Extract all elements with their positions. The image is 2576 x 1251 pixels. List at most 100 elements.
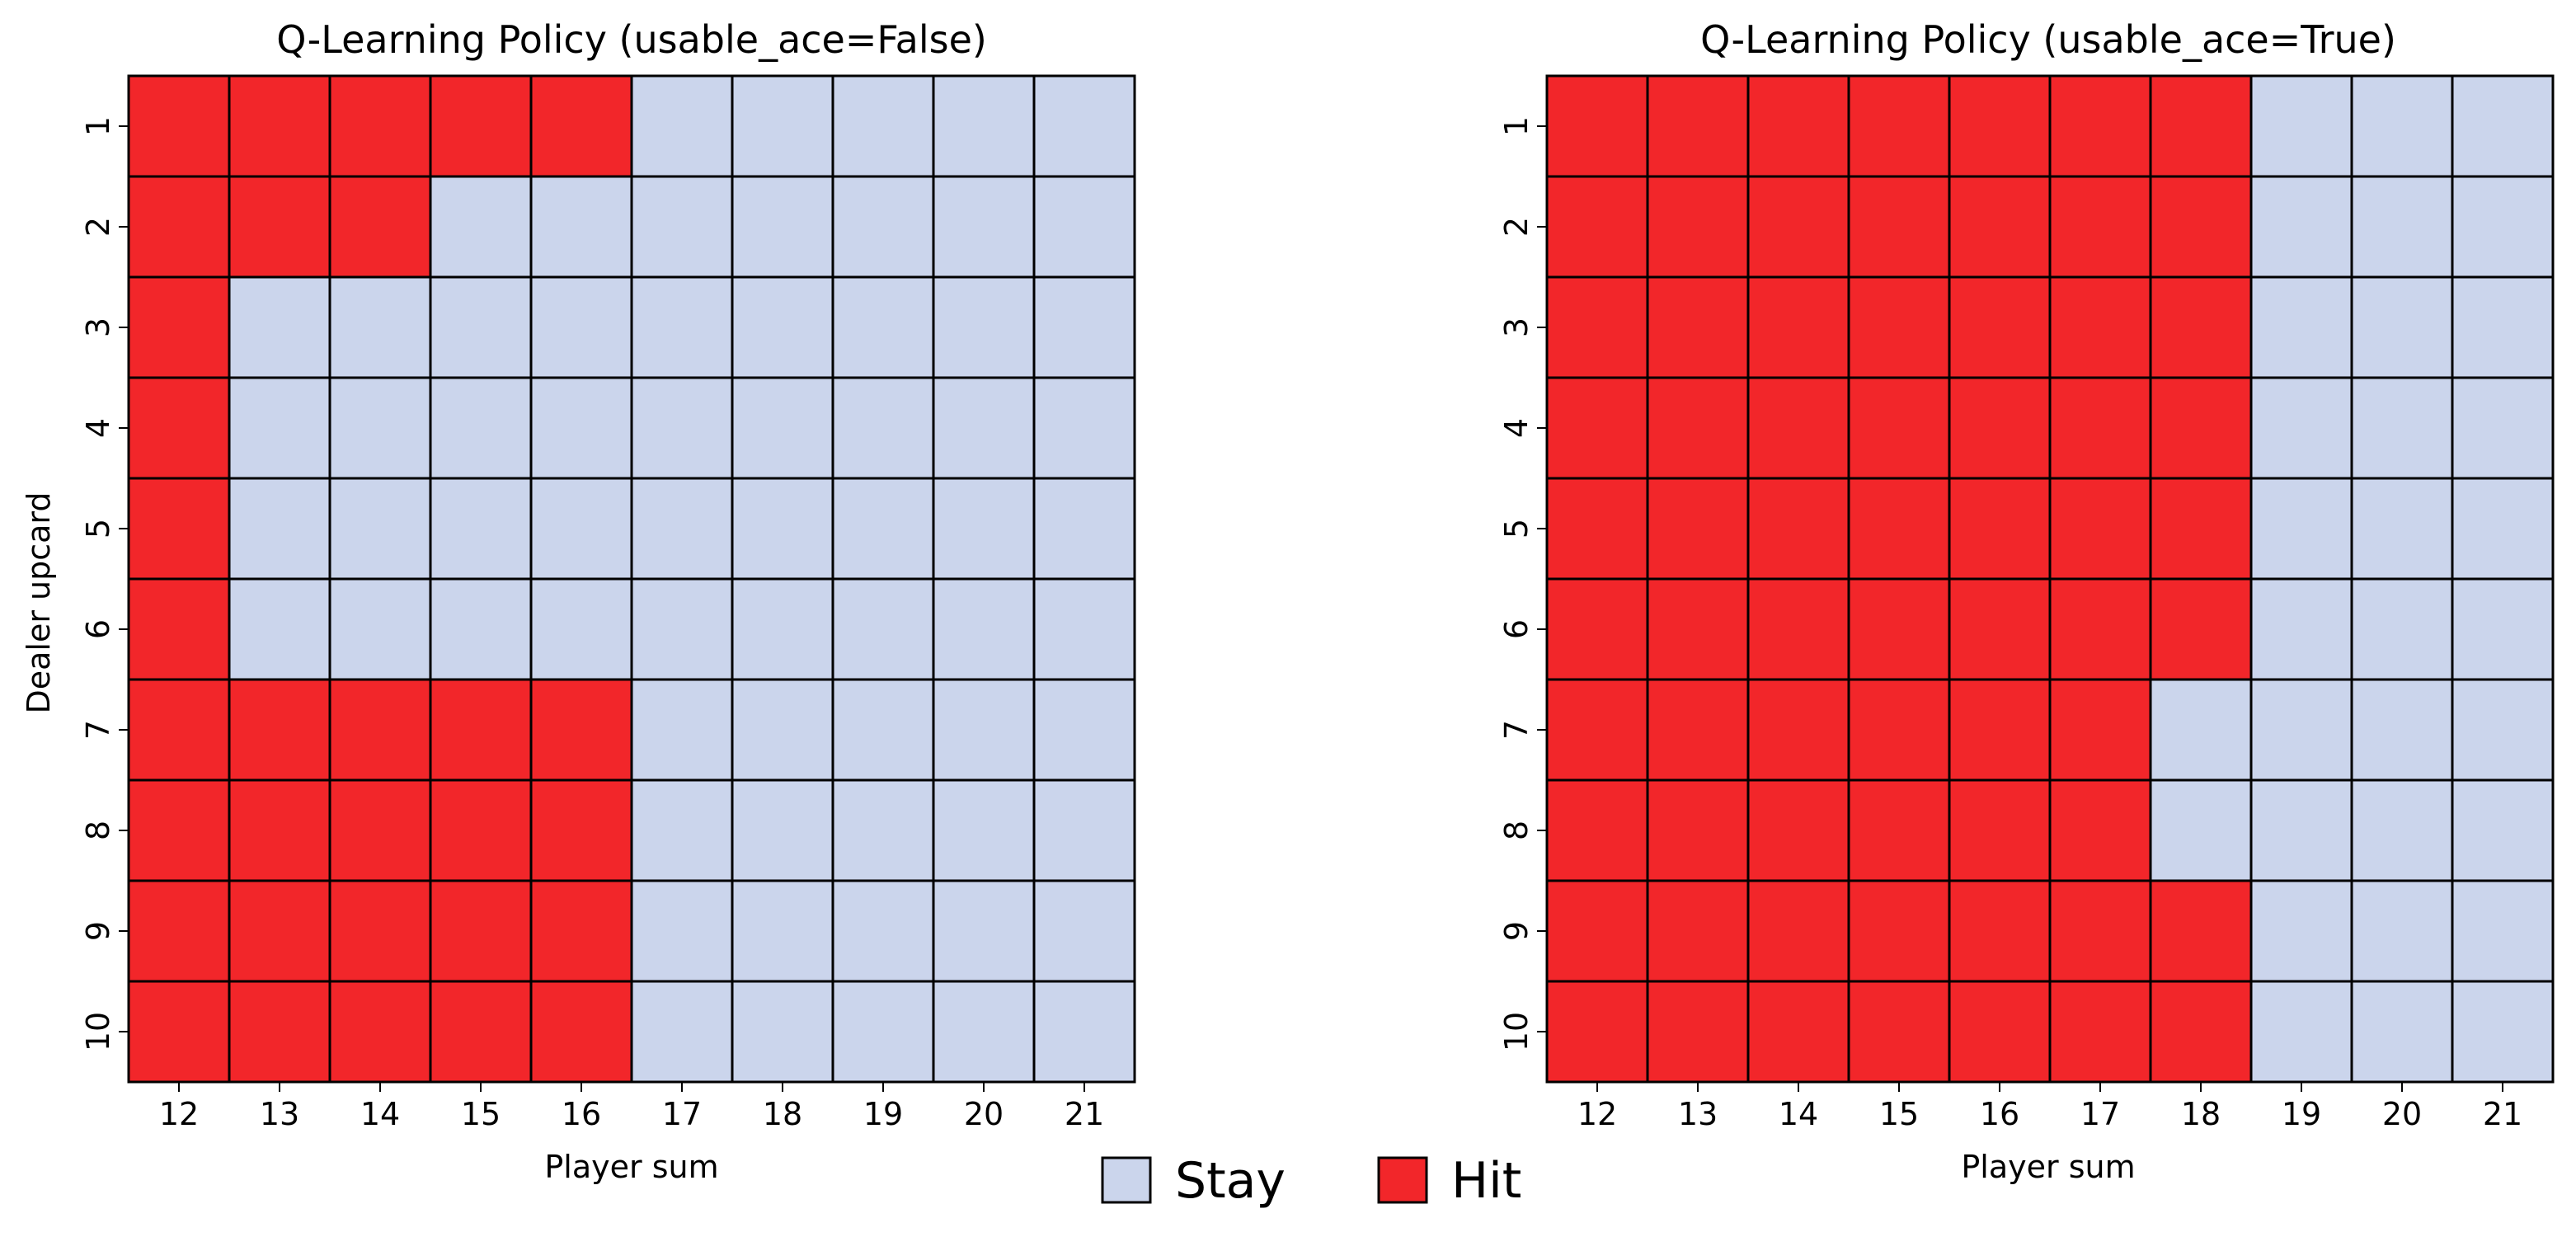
heatmap-cell-stay	[2350, 74, 2454, 178]
heatmap-cell-stay	[2249, 778, 2353, 882]
heatmap-cell-stay	[1032, 275, 1136, 379]
x-tick-label: 16	[562, 1096, 601, 1132]
heatmap-cell-stay	[1032, 477, 1136, 581]
heatmap-cell-hit	[127, 477, 231, 581]
panel-title: Q-Learning Policy (usable_ace=True)	[1700, 17, 2396, 62]
heatmap-cell-hit	[1746, 74, 1850, 178]
heatmap-cell-stay	[2350, 477, 2454, 581]
x-tick-label: 18	[2181, 1096, 2221, 1132]
heatmap-cell-hit	[1545, 980, 1649, 1084]
heatmap-cell-hit	[2149, 175, 2253, 279]
policy-heatmap-usable-ace: Q-Learning Policy (usable_ace=True) 12 13…	[1498, 17, 2555, 1185]
heatmap-cell-hit	[429, 879, 533, 983]
heatmap-cell-stay	[831, 577, 935, 681]
heatmap-cell-stay	[2350, 376, 2454, 480]
heatmap-cell-stay	[2249, 376, 2353, 480]
heatmap-cell-stay	[1032, 879, 1136, 983]
heatmap-cell-hit	[1646, 778, 1750, 882]
policy-heatmap-no-usable-ace: Q-Learning Policy (usable_ace=False) 12 1…	[21, 17, 1136, 1185]
heatmap-cell-hit	[228, 879, 331, 983]
heatmap-cell-hit	[1847, 477, 1951, 581]
legend: Stay Hit	[1101, 1152, 1521, 1210]
heatmap-cell-hit	[1646, 879, 1750, 983]
heatmap-cell-stay	[228, 577, 331, 681]
heatmap-cell-hit	[2149, 577, 2253, 681]
heatmap-cell-hit	[2048, 778, 2152, 882]
y-tick-label: 3	[1498, 317, 1535, 337]
x-tick-label: 18	[763, 1096, 802, 1132]
heatmap-cell-hit	[1948, 74, 2052, 178]
x-tick-label: 20	[2382, 1096, 2422, 1132]
y-tick-label: 2	[1498, 217, 1535, 237]
heatmap-cell-hit	[1545, 778, 1649, 882]
heatmap-cell-stay	[831, 275, 935, 379]
heatmap-cell-stay	[630, 577, 734, 681]
heatmap-cell-stay	[2249, 678, 2353, 782]
heatmap-cell-stay	[2350, 980, 2454, 1084]
heatmap-cell-stay	[932, 477, 1036, 581]
y-tick-label: 1	[80, 116, 116, 136]
heatmap-cell-hit	[529, 980, 633, 1084]
heatmap-cell-stay	[328, 275, 432, 379]
heatmap-cell-hit	[1646, 376, 1750, 480]
heatmap-cell-hit	[2149, 879, 2253, 983]
x-tick-label: 20	[964, 1096, 1004, 1132]
heatmap-cell-stay	[429, 477, 533, 581]
heatmap-cell-hit	[2048, 175, 2152, 279]
y-tick-label: 10	[80, 1012, 116, 1051]
y-tick-label: 8	[80, 821, 116, 840]
heatmap-cell-hit	[1746, 175, 1850, 279]
heatmap-cell-stay	[228, 477, 331, 581]
heatmap-cell-hit	[1545, 678, 1649, 782]
heatmap-cell-stay	[529, 477, 633, 581]
heatmap-cell-stay	[2249, 577, 2353, 681]
heatmap-cell-stay	[932, 980, 1036, 1084]
heatmap-cell-hit	[1646, 175, 1750, 279]
y-tick-label: 7	[1498, 720, 1535, 740]
heatmap-cell-stay	[831, 477, 935, 581]
heatmap-cell-hit	[529, 778, 633, 882]
heatmap-cell-hit	[1545, 74, 1649, 178]
heatmap-cell-hit	[1847, 175, 1951, 279]
heatmap-cell-stay	[932, 678, 1036, 782]
heatmap-cell-stay	[2451, 678, 2555, 782]
heatmap-cell-stay	[228, 376, 331, 480]
heatmap-cell-stay	[932, 577, 1036, 681]
heatmap-cell-hit	[328, 980, 432, 1084]
x-tick-label: 21	[2483, 1096, 2522, 1132]
heatmap-cell-stay	[2350, 678, 2454, 782]
heatmap-cell-stay	[630, 778, 734, 882]
heatmap-cell-stay	[1032, 678, 1136, 782]
heatmap-cell-hit	[127, 376, 231, 480]
heatmap-cell-hit	[328, 778, 432, 882]
heatmap-cell-hit	[127, 74, 231, 178]
heatmap-cell-hit	[1948, 577, 2052, 681]
heatmap-cell-hit	[127, 175, 231, 279]
y-tick-label: 5	[1498, 519, 1535, 538]
heatmap-cell-stay	[2249, 175, 2353, 279]
heatmap-cell-stay	[831, 175, 935, 279]
heatmap-cell-hit	[1545, 376, 1649, 480]
heatmap-cell-hit	[2048, 376, 2152, 480]
x-tick-label: 21	[1065, 1096, 1104, 1132]
heatmap-cell-hit	[2149, 74, 2253, 178]
heatmap-cell-stay	[2451, 376, 2555, 480]
heatmap-cell-hit	[2048, 577, 2152, 681]
heatmap-cell-stay	[731, 980, 834, 1084]
heatmap-cell-stay	[630, 980, 734, 1084]
heatmap-cell-hit	[1948, 678, 2052, 782]
heatmap-cell-hit	[1746, 376, 1850, 480]
heatmap-cell-stay	[529, 577, 633, 681]
heatmap-cell-stay	[731, 879, 834, 983]
heatmap-cell-hit	[1847, 376, 1951, 480]
x-tick-label: 17	[662, 1096, 702, 1132]
heatmap-cell-stay	[831, 678, 935, 782]
x-tick-label: 17	[2080, 1096, 2120, 1132]
x-tick-label: 12	[159, 1096, 199, 1132]
y-tick-label: 5	[80, 519, 116, 538]
heatmap-cell-hit	[1847, 74, 1951, 178]
heatmap-cell-stay	[228, 275, 331, 379]
heatmap-cell-stay	[1032, 778, 1136, 882]
heatmap-cells	[127, 74, 1136, 1084]
x-tick-label: 15	[1879, 1096, 1919, 1132]
